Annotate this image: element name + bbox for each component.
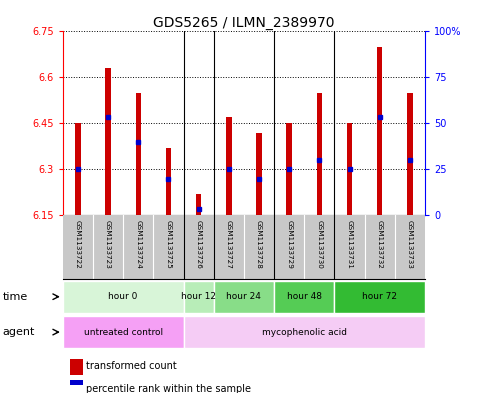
Text: transformed count: transformed count (86, 361, 177, 371)
Bar (347, 123, 352, 215)
Text: GSM1133729: GSM1133729 (286, 220, 292, 269)
Bar (75, 123, 81, 215)
Text: hour 12: hour 12 (181, 292, 216, 301)
Bar (70, 380, 83, 393)
Bar (105, 68, 111, 215)
Bar (196, 194, 201, 215)
Text: GSM1133731: GSM1133731 (347, 220, 353, 269)
Text: hour 48: hour 48 (287, 292, 322, 301)
FancyBboxPatch shape (184, 281, 213, 312)
Text: GSM1133733: GSM1133733 (407, 220, 413, 269)
FancyBboxPatch shape (274, 281, 334, 312)
Text: GSM1133725: GSM1133725 (166, 220, 171, 269)
FancyBboxPatch shape (334, 281, 425, 312)
Text: agent: agent (2, 327, 35, 337)
Text: mycophenolic acid: mycophenolic acid (262, 328, 347, 336)
Text: GSM1133732: GSM1133732 (377, 220, 383, 269)
Text: percentile rank within the sample: percentile rank within the sample (86, 384, 251, 393)
Text: GSM1133724: GSM1133724 (135, 220, 141, 269)
Text: GSM1133730: GSM1133730 (316, 220, 322, 269)
FancyBboxPatch shape (63, 281, 184, 312)
Bar (256, 132, 262, 215)
Text: time: time (2, 292, 28, 302)
Title: GDS5265 / ILMN_2389970: GDS5265 / ILMN_2389970 (153, 17, 335, 30)
FancyBboxPatch shape (63, 316, 184, 348)
Bar (377, 47, 383, 215)
Text: hour 24: hour 24 (227, 292, 261, 301)
Text: GSM1133728: GSM1133728 (256, 220, 262, 269)
Text: untreated control: untreated control (84, 328, 163, 336)
Text: hour 72: hour 72 (362, 292, 397, 301)
Text: GSM1133726: GSM1133726 (196, 220, 201, 269)
Text: GSM1133722: GSM1133722 (75, 220, 81, 269)
Bar (286, 123, 292, 215)
Text: GSM1133727: GSM1133727 (226, 220, 232, 269)
Bar (136, 93, 141, 215)
Bar (407, 93, 412, 215)
Bar (317, 93, 322, 215)
Text: GSM1133723: GSM1133723 (105, 220, 111, 269)
Text: hour 0: hour 0 (109, 292, 138, 301)
Bar (70, 358, 83, 375)
Bar (226, 117, 231, 215)
FancyBboxPatch shape (213, 281, 274, 312)
FancyBboxPatch shape (184, 316, 425, 348)
Bar (166, 148, 171, 215)
